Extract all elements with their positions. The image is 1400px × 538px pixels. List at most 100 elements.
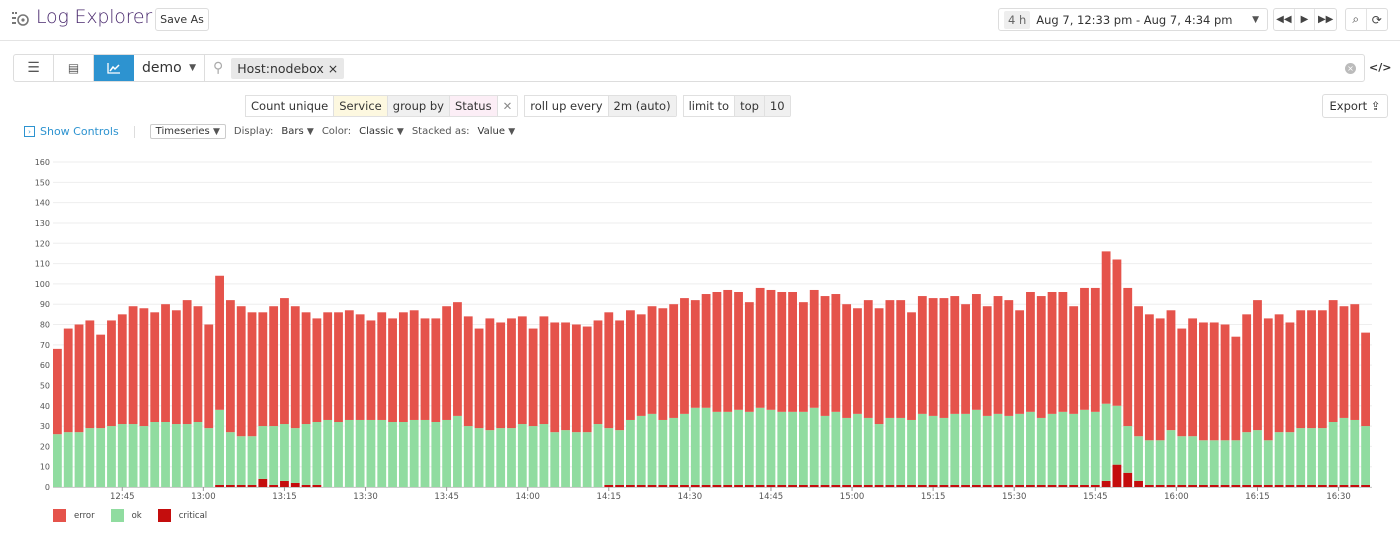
bar-error [1361,332,1370,427]
bar-ok [766,409,776,485]
refresh-icon[interactable]: ⟳ [1371,12,1382,27]
bar-error [442,306,452,420]
bar-ok [1242,432,1252,485]
visualization-select[interactable]: Timeseries ▼ [149,124,226,139]
show-controls-link[interactable]: Show Controls [40,125,119,138]
x-tick-label: 13:30 [353,492,378,502]
code-view-icon[interactable]: </> [1369,61,1392,74]
play-icon[interactable]: ▶ [1295,9,1316,30]
bar-ok [63,432,73,487]
bar-error [139,308,149,427]
time-range-badge: 4 h [1004,10,1031,29]
search-tag[interactable]: Host:nodebox × [231,57,345,79]
zoom-out-icon[interactable]: ⌕ [1346,9,1367,30]
bar-error [1015,310,1025,414]
bar-error [1004,300,1014,416]
legend-item-ok[interactable]: ok [110,509,142,522]
stacked-select[interactable]: Value ▼ [478,126,516,137]
bar-ok [1328,422,1338,485]
bar-error [831,294,841,412]
bar-critical [961,484,970,487]
bar-ok [712,411,722,485]
measure-select[interactable]: Service [333,95,387,117]
bar-error [107,320,116,427]
aggregation-select[interactable]: Count unique [245,95,334,117]
bar-critical [1263,484,1273,487]
y-tick-label: 60 [40,361,50,370]
bar-critical [863,484,873,487]
bar-ok [1026,411,1035,485]
bar-error [1350,304,1360,420]
color-select[interactable]: Classic ▼ [359,126,404,137]
search-bar-row: ☰ ▤ demo ▼ ⚲ Host:nodebox × × [13,54,1365,82]
bar-ok [982,415,992,485]
bar-ok [269,426,279,485]
bar-ok [1361,426,1370,485]
index-select[interactable]: demo ▼ [134,55,205,81]
list-view-icon[interactable]: ☰ [14,55,54,81]
bar-error [680,298,689,414]
limit-value-input[interactable]: 10 [763,95,790,117]
bar-error [1220,324,1230,441]
bar-error [1274,314,1284,433]
table-view-icon[interactable]: ▤ [54,55,94,81]
bar-error [377,312,387,420]
bar-error [571,324,581,433]
limit-order-select[interactable]: top [734,95,764,117]
legend-item-critical[interactable]: critical [157,509,207,522]
bar-critical [1144,484,1154,487]
bar-ok [593,424,603,487]
fast-forward-icon[interactable]: ▶▶ [1317,14,1334,25]
display-select[interactable]: Bars ▼ [281,126,313,137]
bar-ok [809,407,819,485]
bar-critical [982,484,992,487]
bar-ok [225,432,235,485]
search-icon: ⚲ [213,60,224,76]
bar-error [1317,310,1327,429]
group-by-select[interactable]: Status [448,95,497,117]
bar-ok [453,415,462,487]
bar-ok [874,424,884,485]
bar-critical [853,484,862,487]
clear-search-icon[interactable]: × [1345,62,1356,74]
time-range-picker[interactable]: 4 h Aug 7, 12:33 pm - Aug 7, 4:34 pm ▼ [998,8,1268,31]
bar-ok [528,426,538,487]
bar-error [1177,328,1187,437]
x-tick-label: 13:15 [272,492,297,502]
timeseries-chart[interactable]: 0 10 20 30 40 50 60 70 80 90 100 110 120 130 140 150 160… [0,150,1400,505]
bar-error [1328,300,1338,422]
remove-group-icon[interactable]: ✕ [496,95,518,117]
bar-critical [1317,484,1327,487]
bar-error [798,302,808,412]
bar-critical [701,484,711,487]
bar-error [1263,318,1273,441]
save-as-button[interactable]: Save As [155,8,209,31]
bar-critical [647,484,657,487]
bar-critical [669,484,679,487]
analytics-view-icon[interactable] [94,55,134,81]
bar-ok [1058,411,1068,485]
bar-ok [885,417,895,485]
bar-error [528,328,538,427]
bar-critical [615,484,625,487]
bar-ok [1199,440,1208,485]
search-input[interactable]: ⚲ Host:nodebox × × [205,55,1364,81]
bar-error [453,302,462,416]
bar-ok [1047,413,1057,485]
tag-remove-icon[interactable]: × [327,60,339,76]
bar-ok [1004,415,1014,485]
bar-error [636,314,646,416]
bar-ok [301,424,311,485]
rewind-icon[interactable]: ◀◀ [1274,9,1295,30]
bar-critical [604,484,614,487]
show-controls-icon[interactable]: › [24,126,35,137]
bar-critical [1339,484,1349,487]
rollup-select[interactable]: 2m (auto) [607,95,676,117]
bar-ok [236,436,246,485]
bar-error [917,296,927,414]
chevron-down-icon: ▼ [396,127,404,137]
legend-item-error[interactable]: error [53,509,95,522]
bar-critical [1307,484,1316,487]
export-button[interactable]: Export ⇪ [1322,94,1388,118]
bar-critical [626,484,635,487]
